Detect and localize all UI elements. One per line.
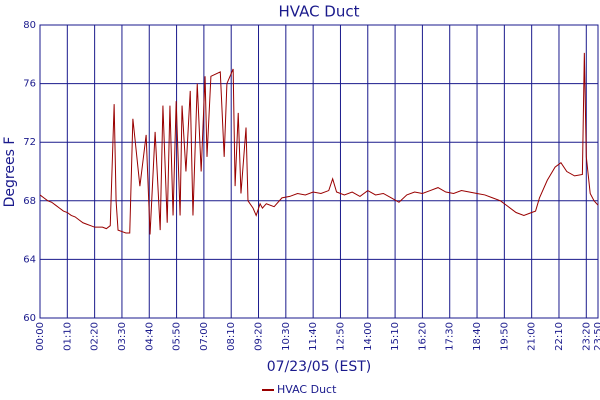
plot-area xyxy=(39,24,599,319)
x-tick-label: 18:40 xyxy=(472,322,483,351)
x-tick-label: 01:10 xyxy=(62,322,73,351)
x-tick-label: 07:00 xyxy=(199,322,210,351)
data-line xyxy=(39,52,599,235)
x-tick-label: 12:50 xyxy=(335,322,346,351)
chart-title: HVAC Duct xyxy=(278,3,359,21)
x-tick-label: 05:50 xyxy=(172,322,183,351)
x-tick-label: 00:00 xyxy=(35,322,46,351)
y-tick-label: 76 xyxy=(23,79,36,90)
x-tick-label: 19:50 xyxy=(499,322,510,351)
x-tick-label: 10:30 xyxy=(281,322,292,351)
x-tick-label: 04:40 xyxy=(144,322,155,351)
x-tick-label: 14:00 xyxy=(363,322,374,351)
x-tick-label: 23:50 xyxy=(593,322,600,351)
x-tick-label: 11:40 xyxy=(308,322,319,351)
x-tick-label: 23:20 xyxy=(581,322,592,351)
legend-label: HVAC Duct xyxy=(277,383,337,396)
y-tick-label: 68 xyxy=(23,196,36,207)
x-tick-label: 09:20 xyxy=(254,322,265,351)
x-tick-label: 02:20 xyxy=(90,322,101,351)
x-tick-label: 22:10 xyxy=(554,322,565,351)
x-tick-label: 21:00 xyxy=(527,322,538,351)
x-tick-label: 15:10 xyxy=(390,322,401,351)
y-tick-label: 60 xyxy=(23,313,36,324)
x-tick-label: 17:30 xyxy=(445,322,456,351)
y-tick-label: 72 xyxy=(23,137,36,148)
y-tick-label: 64 xyxy=(23,254,36,265)
y-axis-label: Degrees F xyxy=(2,137,18,208)
x-tick-label: 16:20 xyxy=(417,322,428,351)
y-tick-label: 80 xyxy=(23,20,36,31)
x-axis-label: 07/23/05 (EST) xyxy=(267,359,372,375)
x-tick-label: 08:10 xyxy=(226,322,237,351)
x-tick-label: 03:30 xyxy=(117,322,128,351)
